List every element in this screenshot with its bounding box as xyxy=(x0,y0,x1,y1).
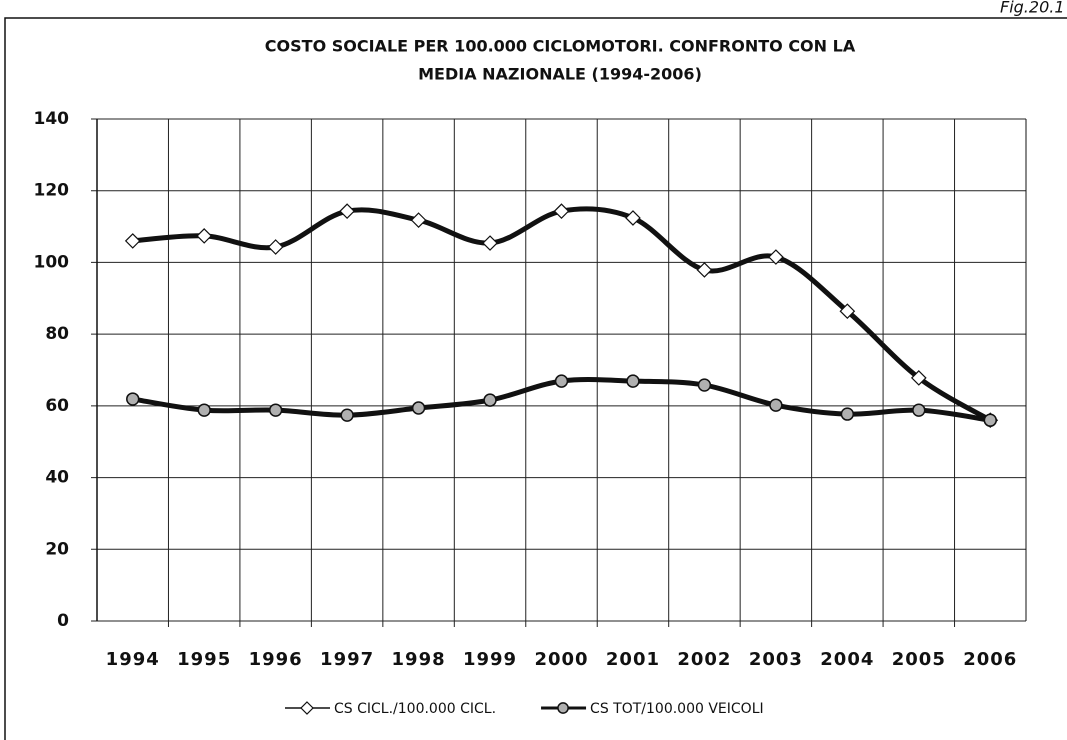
x-tick-label: 2003 xyxy=(749,649,803,670)
x-tick-label: 2004 xyxy=(820,649,874,670)
x-tick-label: 2002 xyxy=(677,649,731,670)
marker xyxy=(268,403,283,417)
x-tick-label: 2006 xyxy=(963,649,1017,670)
chart-title: MEDIA NAZIONALE (1994-2006) xyxy=(418,65,702,84)
y-tick-label: 80 xyxy=(45,324,69,344)
y-tick-label: 0 xyxy=(57,611,69,631)
marker xyxy=(410,212,427,228)
marker xyxy=(124,233,141,249)
x-tick-label: 1994 xyxy=(106,649,160,670)
marker xyxy=(411,401,426,415)
marker xyxy=(910,370,927,386)
x-tick-label: 1998 xyxy=(392,649,446,670)
y-tick-label: 140 xyxy=(34,109,70,129)
marker xyxy=(626,374,640,388)
x-tick-label: 2005 xyxy=(892,649,946,670)
y-tick-label: 40 xyxy=(45,468,69,488)
marker xyxy=(553,203,570,220)
legend-marker xyxy=(557,702,569,714)
figure-label: Fig.20.1 xyxy=(1000,0,1065,17)
legend-marker xyxy=(300,701,314,715)
marker xyxy=(696,262,713,278)
y-tick-label: 20 xyxy=(45,539,69,559)
marker xyxy=(126,392,140,406)
marker xyxy=(625,210,641,226)
marker xyxy=(340,408,354,422)
marker xyxy=(339,203,355,220)
marker xyxy=(697,378,712,392)
marker xyxy=(267,239,284,255)
frame xyxy=(4,17,1067,740)
marker xyxy=(482,235,498,251)
x-tick-label: 1996 xyxy=(249,649,303,670)
x-tick-label: 1997 xyxy=(320,649,374,670)
x-tick-label: 2001 xyxy=(606,649,660,670)
x-tick-label: 1995 xyxy=(177,649,231,670)
series xyxy=(126,374,997,427)
marker xyxy=(912,403,926,417)
y-tick-label: 60 xyxy=(45,396,69,416)
marker xyxy=(483,393,497,407)
y-tick-label: 120 xyxy=(34,181,70,201)
marker xyxy=(840,407,855,421)
marker xyxy=(554,374,569,388)
marker xyxy=(768,249,784,265)
legend-label: CS CICL./100.000 CICL. xyxy=(334,701,496,717)
marker xyxy=(769,398,783,412)
series xyxy=(124,203,999,429)
marker xyxy=(197,403,211,417)
x-tick-label: 1999 xyxy=(463,649,517,670)
marker xyxy=(196,228,213,244)
legend-label: CS TOT/100.000 VEICOLI xyxy=(590,701,764,717)
chart-title: COSTO SOCIALE PER 100.000 CICLOMOTORI. C… xyxy=(265,37,856,56)
marker xyxy=(983,413,997,427)
marker xyxy=(839,303,856,320)
y-tick-label: 100 xyxy=(34,252,70,272)
x-tick-label: 2000 xyxy=(534,649,588,670)
